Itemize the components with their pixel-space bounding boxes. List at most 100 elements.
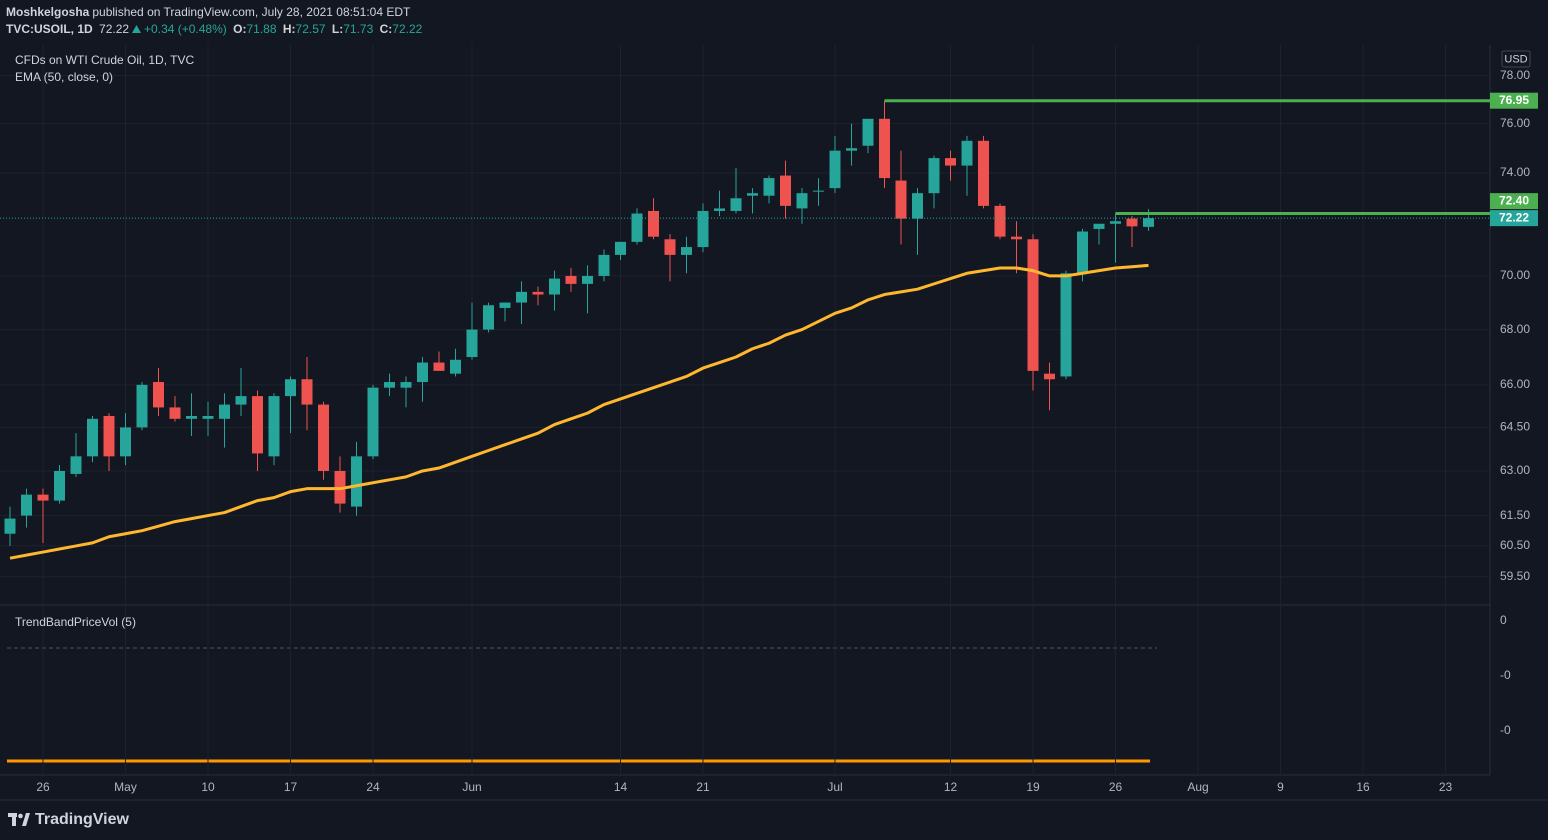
candle-body: [961, 140, 973, 166]
candle-body: [549, 278, 560, 295]
candle-body: [400, 382, 412, 388]
candle-body: [945, 158, 956, 166]
grid: [0, 45, 1490, 775]
candle-body: [846, 148, 857, 151]
level-label-box: [1490, 92, 1538, 109]
candle-body: [466, 329, 478, 358]
candle-body: [648, 210, 659, 237]
candle-body: [895, 180, 907, 219]
candle-body: [120, 427, 131, 457]
low-value: 71.73: [343, 22, 374, 36]
symbol: TVC:USOIL, 1D: [6, 22, 93, 36]
candle-body: [714, 208, 725, 211]
ema-line: [9, 263, 1149, 560]
logo: [8, 813, 30, 826]
marks: [0, 99, 1490, 560]
x-tick-label: 26: [36, 780, 50, 794]
candle-body: [1093, 223, 1105, 229]
up-arrow: [132, 25, 142, 33]
x-tick-label: Jun: [462, 780, 481, 794]
last-price-label: 72.22: [1499, 210, 1529, 224]
candle-body: [1027, 239, 1039, 371]
candle-body: [730, 198, 742, 211]
y-tick-label: 59.50: [1500, 569, 1530, 583]
candle-body: [367, 387, 379, 457]
level-label: 72.40: [1499, 193, 1529, 207]
currency-box: [1501, 50, 1531, 68]
candle-body: [697, 210, 709, 248]
candle-body: [351, 456, 362, 507]
candle-body: [70, 456, 82, 474]
y-tick-label: 78.00: [1500, 68, 1530, 82]
y-tick-label: 63.00: [1500, 463, 1530, 477]
candle-body: [417, 362, 428, 383]
y-tick-label: 61.50: [1500, 508, 1530, 522]
candle-body: [1110, 221, 1121, 224]
candle-body: [747, 193, 758, 196]
candle-body: [1143, 218, 1154, 227]
x-tick-label: 10: [201, 780, 215, 794]
footer: TradingView: [8, 811, 129, 829]
x-tick-label: May: [114, 780, 137, 794]
candle-body: [681, 247, 692, 255]
x-tick-label: 14: [614, 780, 628, 794]
candle-body: [978, 140, 989, 206]
x-tick-label: 9: [1277, 780, 1284, 794]
low-label: L:: [331, 22, 344, 36]
high-value: 72.57: [295, 22, 326, 36]
candle-body: [87, 418, 98, 457]
candle-body: [285, 379, 296, 397]
candle-body: [252, 396, 263, 454]
candle-body: [37, 494, 49, 501]
author: Moshkelgosha: [6, 5, 90, 19]
x-tick-label: 16: [1356, 780, 1370, 794]
x-tick-label: 12: [944, 780, 958, 794]
candle-body: [879, 118, 890, 179]
candle-body: [202, 415, 214, 419]
candle-body: [532, 291, 544, 295]
candle-body: [169, 407, 181, 419]
candle-body: [433, 362, 445, 371]
candle-body: [499, 302, 511, 308]
close-value: 72.22: [392, 22, 423, 36]
candle-body: [136, 384, 148, 428]
candle-body: [1126, 218, 1138, 227]
candle-body: [54, 470, 65, 501]
last-price: 72.22: [99, 22, 130, 36]
header: Moshkelgosha published on TradingView.com…: [6, 4, 425, 38]
open-label: O:: [233, 22, 247, 36]
candle-body: [21, 494, 32, 516]
candle-body: [598, 254, 610, 276]
candle-body: [1077, 231, 1088, 274]
candle-body: [483, 305, 494, 330]
candle-body: [631, 213, 643, 242]
candle-body: [615, 241, 626, 255]
indicator-legend: TrendBandPriceVol (5): [15, 615, 136, 629]
candle-body: [301, 379, 313, 405]
indicator-tick-label: -0: [1500, 668, 1511, 682]
x-tick-label: 24: [366, 780, 380, 794]
y-tick-label: 70.00: [1500, 268, 1530, 282]
y-tick-label: 66.00: [1500, 377, 1530, 391]
y-tick-label: 60.50: [1500, 538, 1530, 552]
high-label: H:: [282, 22, 296, 36]
y-tick-label: 64.50: [1500, 420, 1530, 434]
y-tick-label: 76.00: [1500, 116, 1530, 130]
quote-line: TVC:USOIL, 1D 72.22 +0.34 (+0.48%) O:71.8…: [6, 21, 425, 38]
published: published on TradingView.com, July 28, 2…: [92, 5, 411, 19]
candle-body: [780, 175, 791, 206]
candle-body: [186, 415, 197, 419]
x-tick-label: Jul: [827, 780, 842, 794]
open-value: 71.88: [246, 22, 277, 36]
candle-body: [516, 291, 527, 303]
level-label-box: [1490, 193, 1538, 210]
candle-body: [796, 193, 808, 209]
candle-body: [103, 415, 115, 457]
candle-body: [912, 193, 923, 219]
candle-body: [664, 239, 676, 255]
candle-body: [1060, 273, 1072, 377]
candle-body: [565, 275, 577, 284]
x-tick-label: 17: [284, 780, 298, 794]
candle-body: [1044, 373, 1055, 380]
